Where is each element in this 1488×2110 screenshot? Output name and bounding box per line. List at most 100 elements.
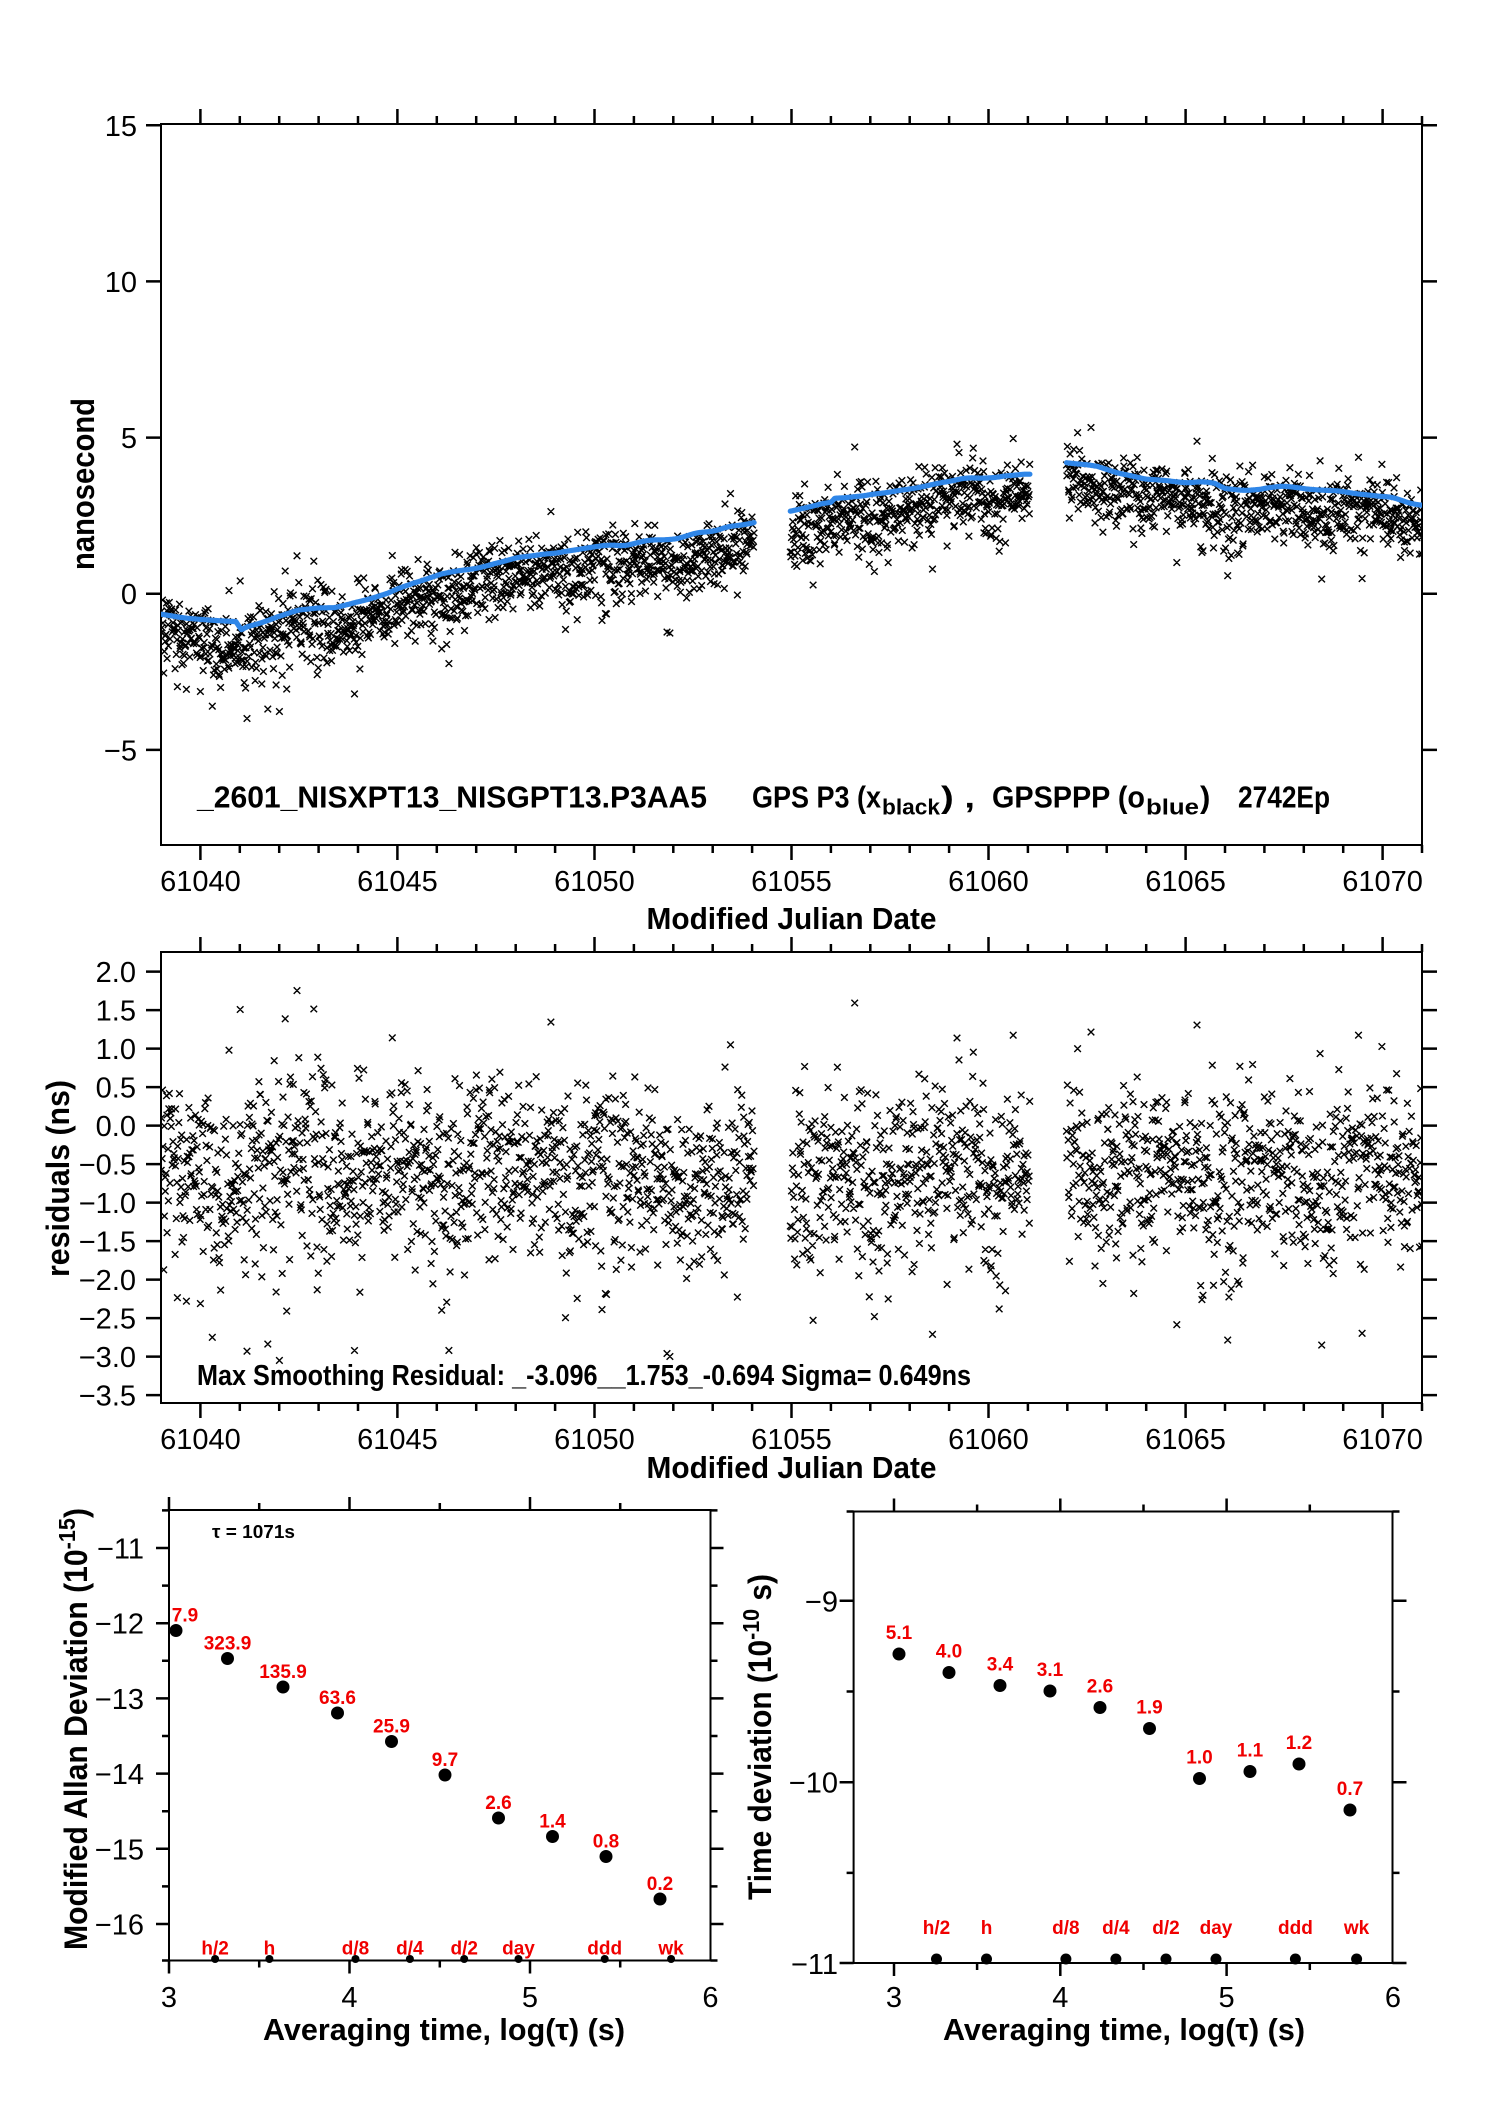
svg-text:7.9: 7.9	[172, 1606, 198, 1627]
svg-text:3: 3	[886, 1982, 902, 2014]
svg-text:day: day	[502, 1939, 535, 1960]
svg-text:τ = 1071s: τ = 1071s	[212, 1522, 295, 1542]
svg-text:2.6: 2.6	[485, 1793, 511, 1814]
svg-text:−12: −12	[95, 1609, 144, 1641]
svg-text:d/8: d/8	[342, 1939, 369, 1960]
svg-text:1.4: 1.4	[539, 1812, 566, 1833]
svg-text:−14: −14	[95, 1759, 144, 1791]
svg-text:wk: wk	[1343, 1918, 1370, 1939]
svg-text:GPS P3 (x: GPS P3 (x	[752, 780, 882, 815]
svg-text:61045: 61045	[357, 866, 438, 898]
svg-text:0.0: 0.0	[96, 1111, 136, 1143]
svg-text:61065: 61065	[1145, 866, 1226, 898]
svg-text:): )	[1200, 780, 1210, 815]
svg-text:−0.5: −0.5	[79, 1150, 136, 1182]
svg-text:residuals (ns): residuals (ns)	[40, 1080, 76, 1277]
svg-text:day: day	[1200, 1918, 1233, 1939]
svg-text:−3.5: −3.5	[79, 1381, 136, 1413]
svg-text:9.7: 9.7	[432, 1750, 458, 1771]
svg-text:61060: 61060	[948, 1424, 1029, 1456]
svg-text:−13: −13	[95, 1684, 144, 1716]
svg-text:d/8: d/8	[1052, 1918, 1079, 1939]
svg-text:0.2: 0.2	[647, 1874, 673, 1895]
svg-text:−2.0: −2.0	[79, 1265, 136, 1297]
svg-text:323.9: 323.9	[204, 1634, 252, 1655]
svg-text:Max Smoothing Residual: _-3.09: Max Smoothing Residual: _-3.096__1.753_-…	[197, 1360, 971, 1392]
svg-text:ddd: ddd	[587, 1939, 622, 1960]
svg-text:1.1: 1.1	[1237, 1741, 1264, 1762]
svg-text:−9: −9	[805, 1586, 838, 1618]
svg-text:Averaging time, log(τ) (s): Averaging time, log(τ) (s)	[943, 2013, 1305, 2047]
svg-text:61050: 61050	[554, 1424, 635, 1456]
svg-text:1.0: 1.0	[1186, 1748, 1212, 1769]
svg-text:10: 10	[105, 267, 137, 299]
svg-text:Averaging time, log(τ) (s): Averaging time, log(τ) (s)	[263, 2013, 625, 2047]
svg-text:d/4: d/4	[396, 1939, 424, 1960]
svg-text:h/2: h/2	[201, 1939, 228, 1960]
svg-text:black: black	[882, 795, 941, 820]
svg-text:61065: 61065	[1145, 1424, 1226, 1456]
svg-text:63.6: 63.6	[319, 1688, 356, 1709]
svg-text:61040: 61040	[160, 866, 241, 898]
svg-text:−1.5: −1.5	[79, 1227, 136, 1259]
svg-text:61060: 61060	[948, 866, 1029, 898]
svg-text:135.9: 135.9	[259, 1662, 307, 1683]
svg-text:5.1: 5.1	[886, 1623, 913, 1644]
svg-text:1.9: 1.9	[1136, 1698, 1162, 1719]
svg-text:Modified Allan Deviation (10-1: Modified Allan Deviation (10-15)	[54, 1508, 94, 1950]
svg-text:−11: −11	[791, 1949, 838, 1981]
svg-text:−5: −5	[104, 735, 137, 767]
svg-text:d/4: d/4	[1102, 1918, 1130, 1939]
svg-text:−10: −10	[789, 1768, 838, 1800]
svg-text:5: 5	[121, 423, 137, 455]
svg-text:−16: −16	[95, 1910, 144, 1942]
svg-text:wk: wk	[657, 1939, 684, 1960]
svg-text:2.6: 2.6	[1087, 1677, 1113, 1698]
svg-text:4: 4	[1052, 1982, 1068, 2014]
svg-text:blue: blue	[1146, 795, 1199, 820]
svg-text:3.1: 3.1	[1037, 1660, 1064, 1681]
svg-text:−2.5: −2.5	[79, 1304, 136, 1336]
svg-text:61070: 61070	[1342, 866, 1423, 898]
svg-text:0.7: 0.7	[1337, 1779, 1363, 1800]
svg-text:2.0: 2.0	[96, 957, 136, 989]
svg-text:_2601_NISXPT13_NISGPT13.P3AA5: _2601_NISXPT13_NISGPT13.P3AA5	[196, 780, 707, 815]
svg-text:61055: 61055	[751, 1424, 832, 1456]
svg-text:25.9: 25.9	[373, 1717, 410, 1738]
svg-text:61055: 61055	[751, 866, 832, 898]
svg-text:5: 5	[1219, 1982, 1235, 2014]
svg-text:−3.0: −3.0	[79, 1342, 136, 1374]
svg-text:6: 6	[702, 1982, 718, 2014]
svg-text:ddd: ddd	[1278, 1918, 1313, 1939]
svg-text:15: 15	[105, 111, 137, 143]
svg-text:0: 0	[121, 579, 137, 611]
svg-text:nanosecond: nanosecond	[65, 398, 101, 570]
svg-text:0.8: 0.8	[593, 1832, 619, 1853]
svg-text:h: h	[981, 1918, 993, 1939]
svg-text:1.2: 1.2	[1286, 1733, 1312, 1754]
svg-text:4: 4	[341, 1982, 357, 2014]
svg-text:4.0: 4.0	[936, 1642, 962, 1663]
svg-text:5: 5	[522, 1982, 538, 2014]
svg-text:0.5: 0.5	[96, 1073, 136, 1105]
svg-text:6: 6	[1385, 1982, 1401, 2014]
svg-text:−15: −15	[95, 1834, 144, 1866]
svg-text:d/2: d/2	[1152, 1918, 1179, 1939]
svg-text:2742Ep: 2742Ep	[1238, 780, 1330, 815]
svg-text:h: h	[264, 1939, 276, 1960]
svg-text:Modified Julian Date: Modified Julian Date	[647, 902, 937, 936]
svg-text:3.4: 3.4	[987, 1655, 1014, 1676]
svg-text:3: 3	[161, 1982, 177, 2014]
svg-text:GPSPPP (o: GPSPPP (o	[992, 780, 1145, 815]
svg-text:1.5: 1.5	[96, 996, 136, 1028]
svg-text:Modified Julian Date: Modified Julian Date	[647, 1451, 937, 1485]
svg-text:61070: 61070	[1342, 1424, 1423, 1456]
svg-text:h/2: h/2	[923, 1918, 950, 1939]
svg-text:) ,: ) ,	[941, 780, 975, 815]
svg-text:1.0: 1.0	[96, 1034, 136, 1066]
svg-text:d/2: d/2	[450, 1939, 477, 1960]
svg-text:−1.0: −1.0	[79, 1188, 136, 1220]
svg-text:61050: 61050	[554, 866, 635, 898]
svg-text:−11: −11	[97, 1534, 144, 1566]
svg-text:61040: 61040	[160, 1424, 241, 1456]
